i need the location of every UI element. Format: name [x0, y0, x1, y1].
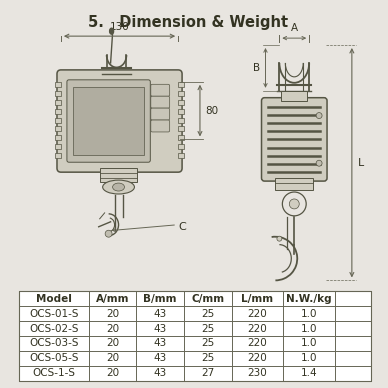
Text: B/mm: B/mm: [144, 294, 177, 304]
Text: 20: 20: [106, 308, 119, 319]
Text: L: L: [358, 158, 364, 168]
Bar: [55, 153, 61, 158]
Text: 1.0: 1.0: [301, 324, 317, 334]
Text: OCS-02-S: OCS-02-S: [29, 324, 79, 334]
Text: OCS-1-S: OCS-1-S: [33, 368, 76, 378]
Text: 20: 20: [106, 368, 119, 378]
Bar: [55, 100, 61, 105]
Bar: [178, 82, 184, 87]
Text: 220: 220: [248, 338, 267, 348]
Bar: [178, 118, 184, 123]
Bar: [178, 91, 184, 96]
Text: A: A: [291, 23, 298, 33]
Bar: [19, 291, 371, 381]
Text: 220: 220: [248, 353, 267, 363]
FancyBboxPatch shape: [151, 84, 170, 96]
Text: 43: 43: [154, 308, 167, 319]
Bar: [275, 178, 313, 190]
Circle shape: [289, 199, 299, 209]
Bar: [178, 126, 184, 132]
Text: 1.0: 1.0: [301, 338, 317, 348]
Circle shape: [277, 236, 282, 241]
Text: 220: 220: [248, 308, 267, 319]
Text: 25: 25: [201, 308, 215, 319]
Ellipse shape: [103, 180, 134, 194]
Bar: [73, 87, 144, 155]
Bar: [178, 100, 184, 105]
Bar: [55, 144, 61, 149]
FancyBboxPatch shape: [151, 108, 170, 120]
Bar: [100, 168, 137, 182]
Text: 25: 25: [201, 338, 215, 348]
Text: B: B: [253, 63, 260, 73]
Bar: [178, 153, 184, 158]
Text: 43: 43: [154, 353, 167, 363]
Text: 5.   Dimension & Weight: 5. Dimension & Weight: [88, 15, 288, 30]
Text: 43: 43: [154, 324, 167, 334]
Ellipse shape: [113, 183, 125, 191]
FancyBboxPatch shape: [57, 70, 182, 172]
Circle shape: [316, 160, 322, 166]
Text: 25: 25: [201, 324, 215, 334]
Text: C/mm: C/mm: [191, 294, 225, 304]
Bar: [178, 135, 184, 140]
Text: A/mm: A/mm: [96, 294, 129, 304]
Text: 43: 43: [154, 368, 167, 378]
Text: OCS-01-S: OCS-01-S: [29, 308, 79, 319]
Text: 27: 27: [201, 368, 215, 378]
Circle shape: [316, 113, 322, 119]
FancyBboxPatch shape: [262, 98, 327, 181]
Bar: [55, 82, 61, 87]
Text: 1.4: 1.4: [301, 368, 317, 378]
FancyBboxPatch shape: [151, 120, 170, 132]
Text: 1.0: 1.0: [301, 308, 317, 319]
Text: OCS-03-S: OCS-03-S: [29, 338, 79, 348]
Text: 220: 220: [248, 324, 267, 334]
Text: 80: 80: [205, 106, 218, 116]
Text: 1.0: 1.0: [301, 353, 317, 363]
Text: N.W./kg: N.W./kg: [286, 294, 332, 304]
Bar: [55, 135, 61, 140]
Text: C: C: [178, 222, 186, 232]
Text: 20: 20: [106, 353, 119, 363]
Bar: [178, 109, 184, 114]
Bar: [178, 144, 184, 149]
Text: 43: 43: [154, 338, 167, 348]
Bar: [55, 91, 61, 96]
Bar: [55, 118, 61, 123]
FancyBboxPatch shape: [151, 96, 170, 108]
Circle shape: [105, 230, 112, 237]
Text: Model: Model: [36, 294, 72, 304]
Text: L/mm: L/mm: [241, 294, 274, 304]
Bar: [55, 126, 61, 132]
Text: OCS-05-S: OCS-05-S: [29, 353, 79, 363]
Bar: [281, 91, 307, 100]
Text: 130: 130: [110, 22, 130, 32]
Text: 25: 25: [201, 353, 215, 363]
Ellipse shape: [109, 28, 114, 34]
FancyBboxPatch shape: [67, 80, 150, 162]
Text: 20: 20: [106, 338, 119, 348]
Text: 20: 20: [106, 324, 119, 334]
Text: 230: 230: [248, 368, 267, 378]
Bar: [55, 109, 61, 114]
